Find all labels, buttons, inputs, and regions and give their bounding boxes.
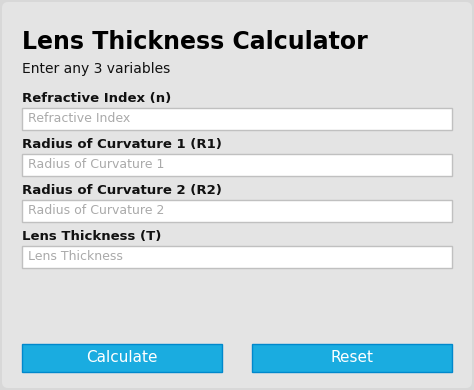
Text: Radius of Curvature 2 (R2): Radius of Curvature 2 (R2) [22,184,222,197]
Text: Lens Thickness Calculator: Lens Thickness Calculator [22,30,368,54]
Text: Lens Thickness: Lens Thickness [28,250,123,264]
Text: Radius of Curvature 1 (R1): Radius of Curvature 1 (R1) [22,138,222,151]
Text: Radius of Curvature 1: Radius of Curvature 1 [28,158,164,172]
Text: Enter any 3 variables: Enter any 3 variables [22,62,170,76]
FancyBboxPatch shape [22,344,222,372]
FancyBboxPatch shape [252,344,452,372]
Text: Refractive Index: Refractive Index [28,112,130,126]
Text: Radius of Curvature 2: Radius of Curvature 2 [28,204,164,218]
FancyBboxPatch shape [22,246,452,268]
FancyBboxPatch shape [22,108,452,130]
Text: Lens Thickness (T): Lens Thickness (T) [22,230,161,243]
Text: Calculate: Calculate [86,351,158,365]
Text: Reset: Reset [330,351,374,365]
FancyBboxPatch shape [22,154,452,176]
FancyBboxPatch shape [22,200,452,222]
Text: Refractive Index (n): Refractive Index (n) [22,92,171,105]
